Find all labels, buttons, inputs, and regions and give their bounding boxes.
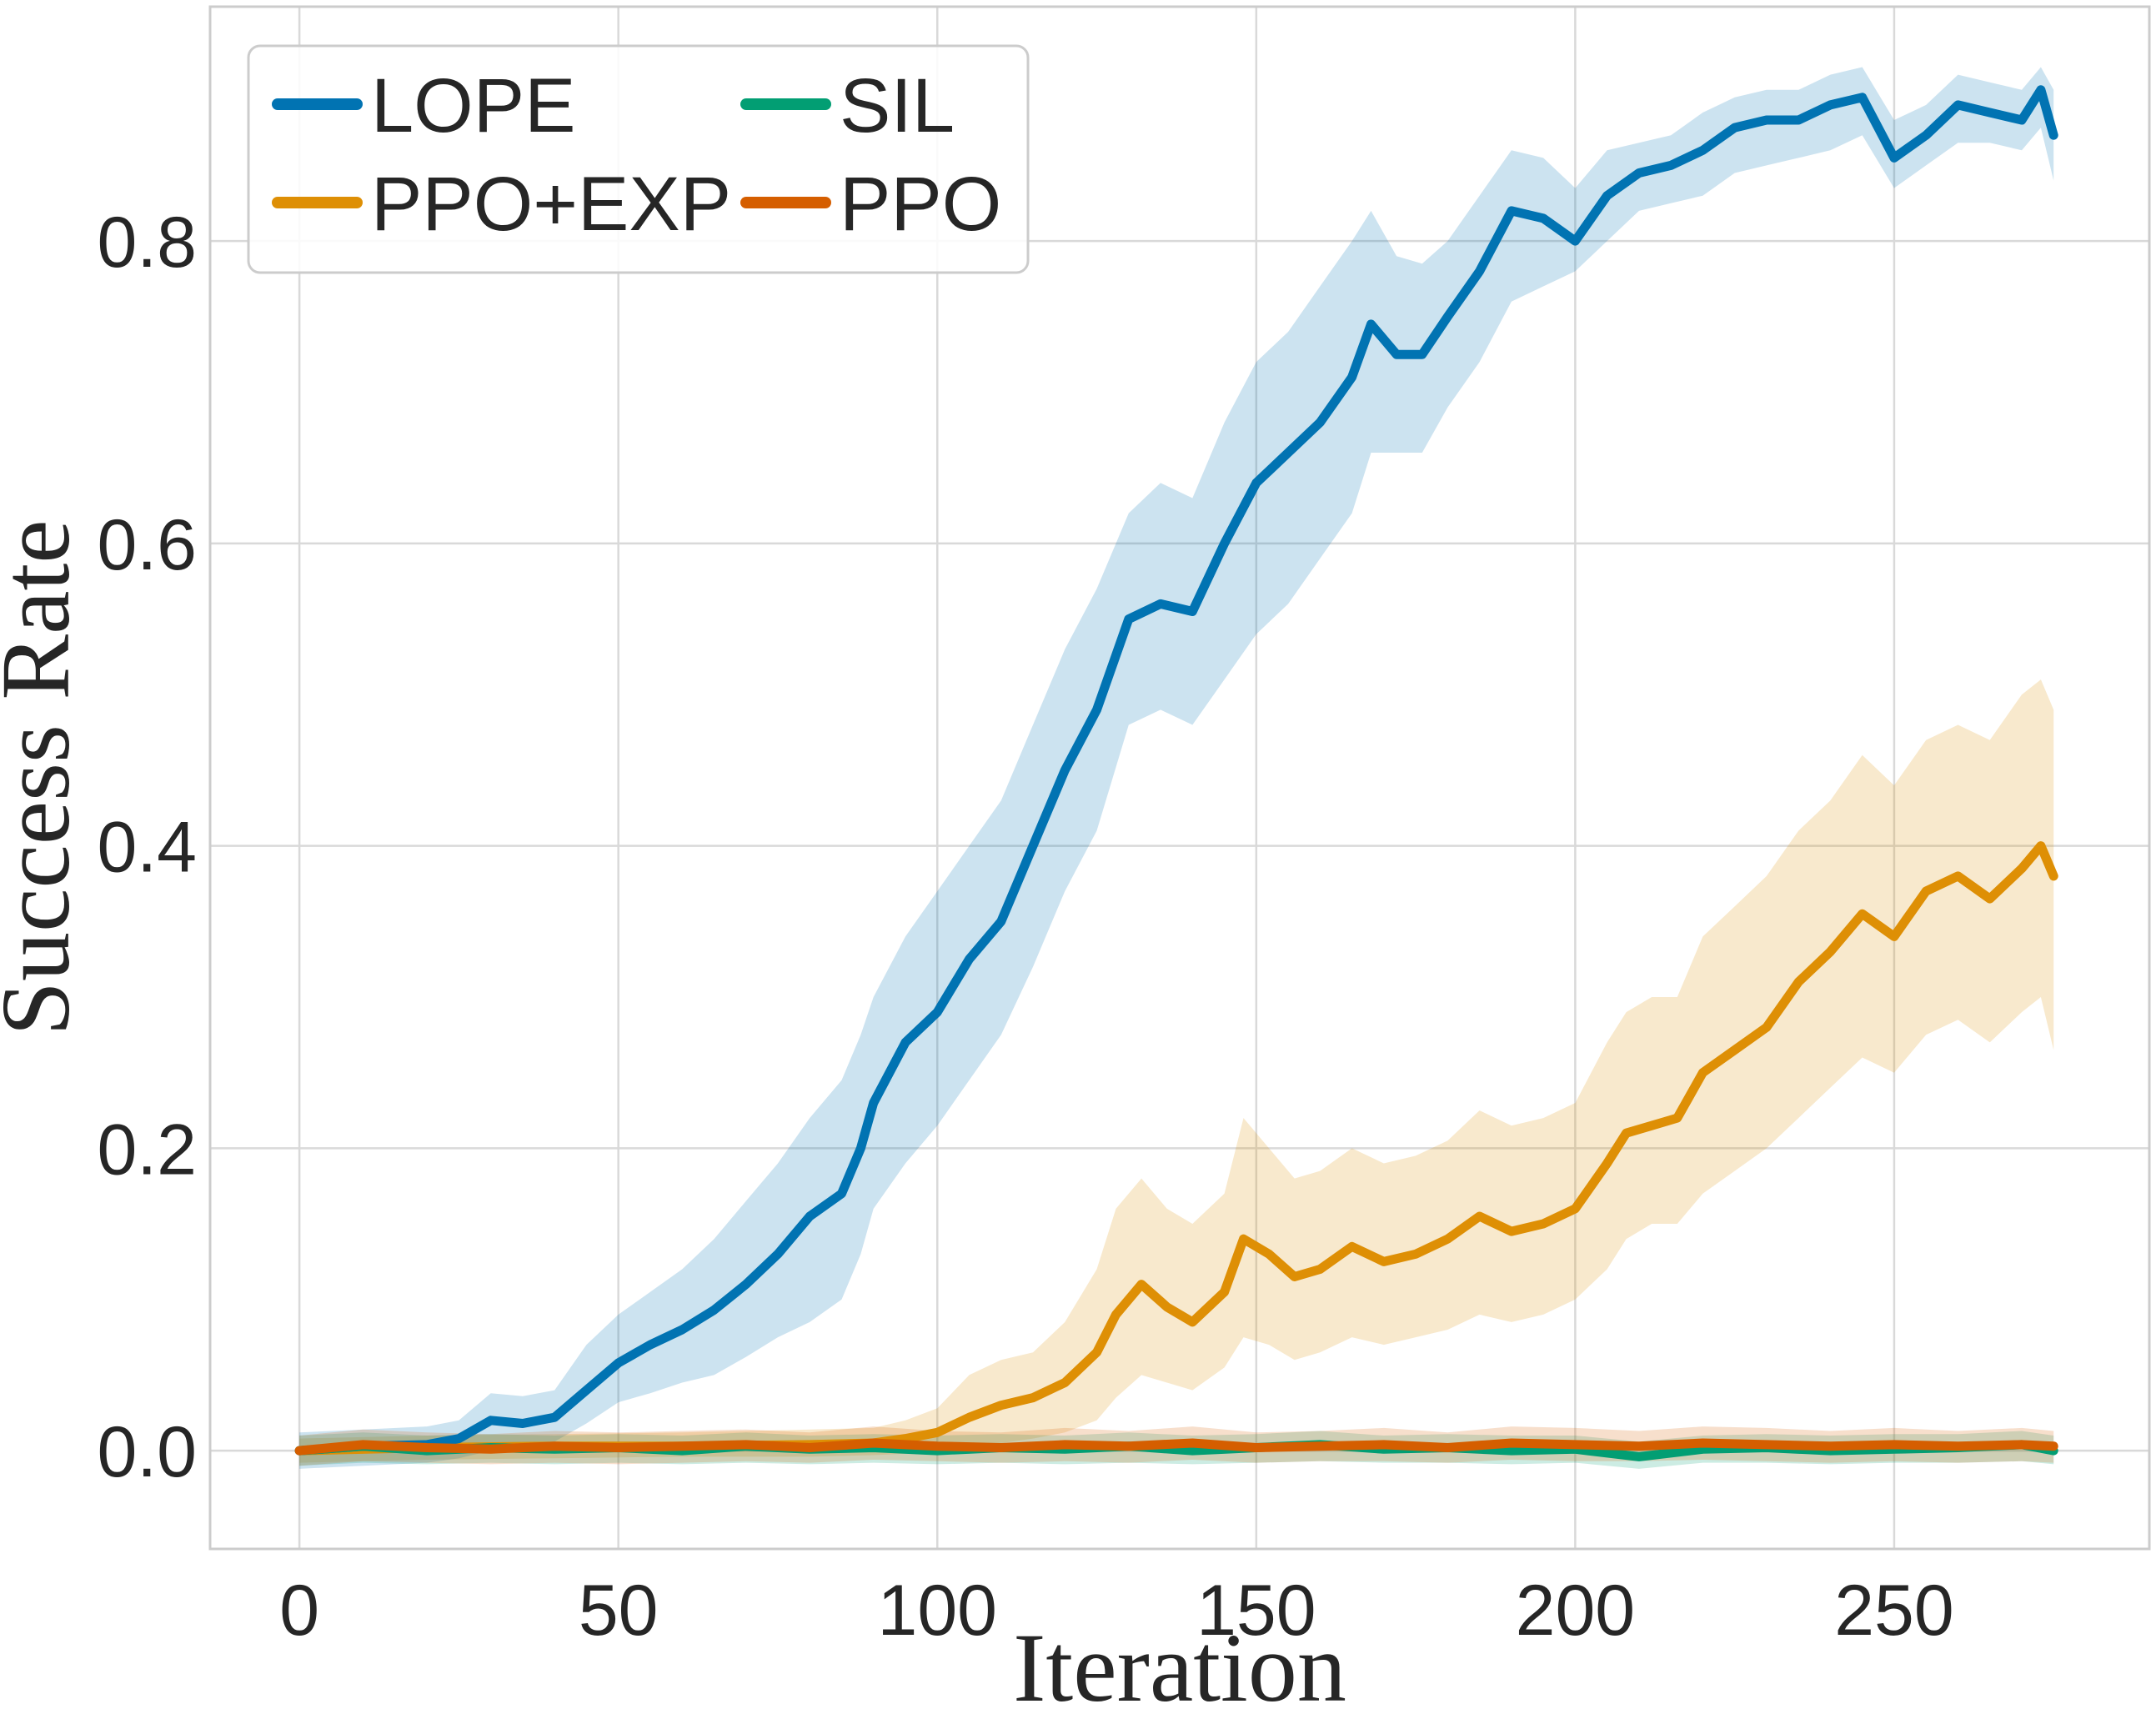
x-tick-label: 200 bbox=[1516, 1571, 1636, 1651]
legend-box bbox=[247, 44, 1030, 274]
series-lines bbox=[294, 85, 2058, 1461]
series-line-ppo bbox=[294, 1438, 2058, 1456]
series-line-lope bbox=[294, 85, 2058, 1456]
x-tick-label: 50 bbox=[579, 1571, 659, 1651]
x-tick-label: 100 bbox=[878, 1571, 998, 1651]
y-tick-label: 0.0 bbox=[97, 1412, 197, 1492]
y-tick-label: 0.2 bbox=[97, 1110, 197, 1190]
x-tick-label: 250 bbox=[1834, 1571, 1954, 1651]
plot-frame bbox=[208, 5, 2151, 1551]
x-axis-title: Iteration bbox=[1013, 1613, 1346, 1722]
legend-label-ppo-exp: PPO+EXP bbox=[371, 162, 731, 247]
y-axis-title: Success Rate bbox=[0, 519, 90, 1035]
y-tick-label: 0.4 bbox=[97, 808, 197, 888]
legend-label-sil: SIL bbox=[840, 63, 955, 148]
x-tick-label: 150 bbox=[1196, 1571, 1316, 1651]
legend-label-ppo: PPO bbox=[840, 162, 1001, 247]
legend: LOPE SIL PPO+EXP PPO bbox=[247, 44, 1030, 274]
legend-label-lope: LOPE bbox=[371, 63, 575, 148]
y-tick-label: 0.8 bbox=[97, 203, 197, 283]
x-tick-label: 0 bbox=[279, 1571, 319, 1651]
series-line-ppo-exp bbox=[294, 841, 2058, 1456]
y-tick-label: 0.6 bbox=[97, 505, 197, 585]
x-tick-labels: 0 50 100 150 200 250 bbox=[279, 1571, 1954, 1651]
y-tick-labels: 0.0 0.2 0.4 0.6 0.8 bbox=[97, 203, 197, 1492]
